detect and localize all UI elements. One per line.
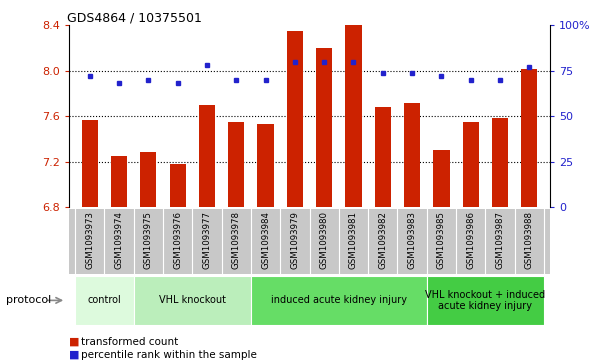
Text: GSM1093975: GSM1093975 (144, 211, 153, 269)
Bar (199, 105, 215, 207)
Text: VHL knockout: VHL knockout (159, 295, 226, 305)
Bar (287, 31, 303, 207)
Text: GSM1093978: GSM1093978 (232, 211, 241, 269)
Bar (82, 119, 98, 207)
Text: induced acute kidney injury: induced acute kidney injury (271, 295, 407, 305)
Text: GSM1093988: GSM1093988 (525, 211, 534, 269)
Text: GSM1093976: GSM1093976 (173, 211, 182, 269)
Bar (433, 150, 450, 207)
Bar (346, 25, 362, 207)
Text: transformed count: transformed count (81, 337, 178, 347)
Text: GSM1093987: GSM1093987 (496, 211, 505, 269)
Text: percentile rank within the sample: percentile rank within the sample (81, 350, 257, 360)
Bar (492, 118, 508, 207)
Text: GSM1093977: GSM1093977 (203, 211, 212, 269)
Bar (375, 107, 391, 207)
Text: GSM1093982: GSM1093982 (378, 211, 387, 269)
Bar (427, 276, 544, 325)
Bar (228, 122, 244, 207)
Text: protocol: protocol (6, 295, 51, 305)
Text: GSM1093984: GSM1093984 (261, 211, 270, 269)
Bar (251, 276, 427, 325)
Text: GSM1093979: GSM1093979 (290, 211, 299, 269)
Bar (140, 152, 156, 207)
Text: GSM1093980: GSM1093980 (320, 211, 329, 269)
Bar (257, 124, 273, 207)
Text: VHL knockout + induced
acute kidney injury: VHL knockout + induced acute kidney inju… (426, 290, 546, 311)
Bar (111, 156, 127, 207)
Text: GSM1093985: GSM1093985 (437, 211, 446, 269)
Bar (521, 69, 537, 207)
Bar (316, 48, 332, 207)
Text: GDS4864 / 10375501: GDS4864 / 10375501 (67, 11, 201, 24)
Text: GSM1093983: GSM1093983 (407, 211, 416, 269)
Text: ■: ■ (69, 350, 79, 360)
Text: GSM1093973: GSM1093973 (85, 211, 94, 269)
Bar (404, 102, 420, 207)
Text: control: control (87, 295, 121, 305)
Bar (133, 276, 251, 325)
Text: GSM1093986: GSM1093986 (466, 211, 475, 269)
Bar (463, 122, 479, 207)
Text: GSM1093981: GSM1093981 (349, 211, 358, 269)
Text: GSM1093974: GSM1093974 (114, 211, 123, 269)
Text: ■: ■ (69, 337, 79, 347)
Bar (75, 276, 133, 325)
Bar (169, 164, 186, 207)
